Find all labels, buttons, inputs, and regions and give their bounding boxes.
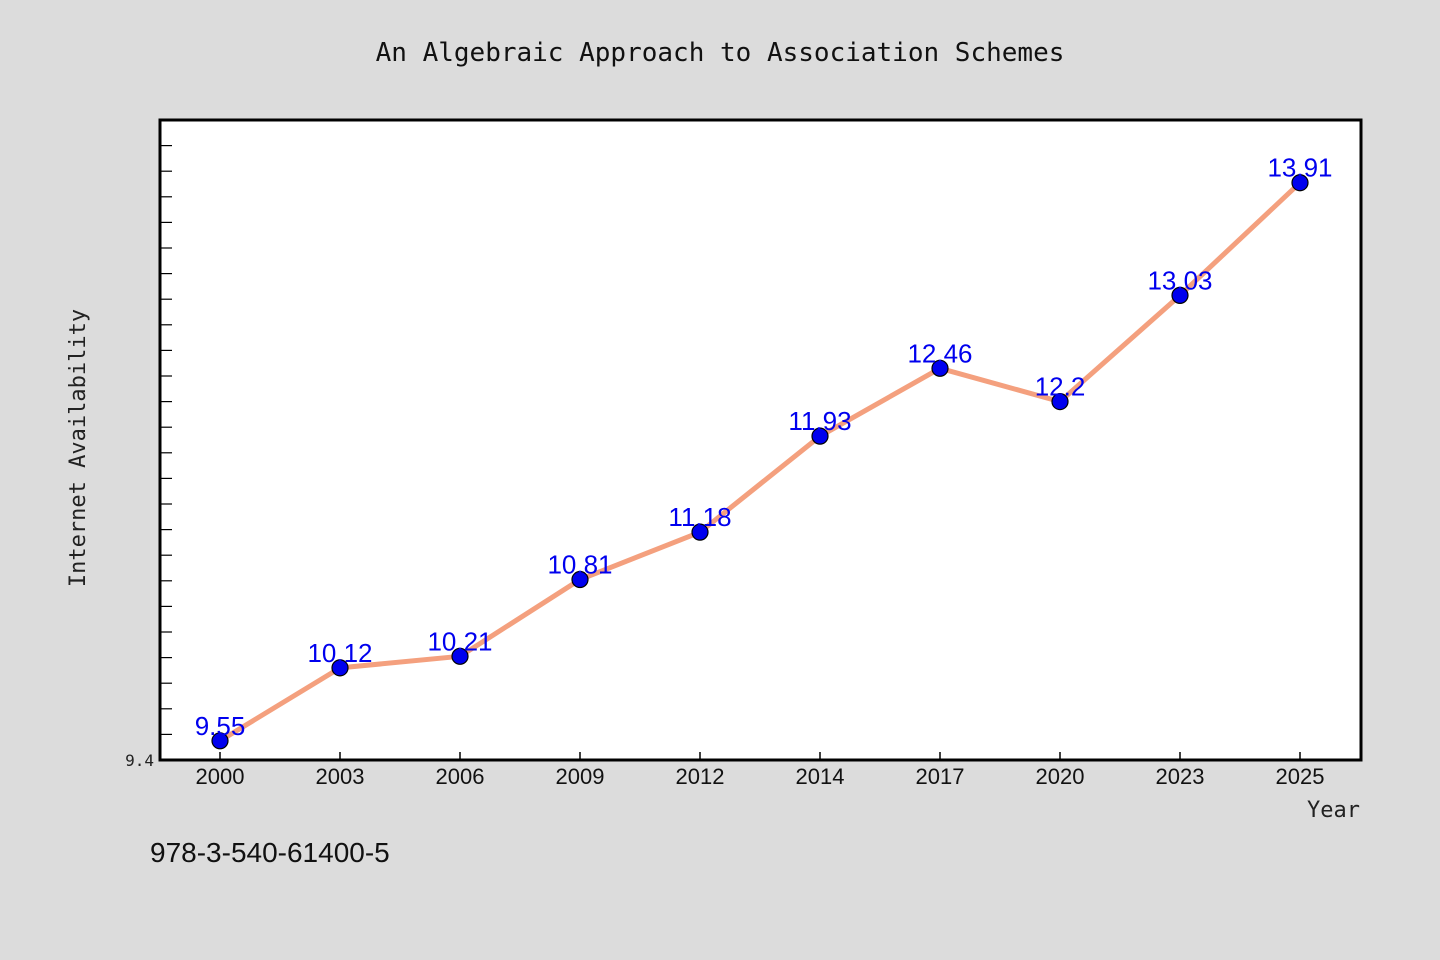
data-label: 10.81 [547, 550, 612, 580]
data-point [451, 647, 469, 665]
data-point [1291, 174, 1309, 192]
data-point [571, 570, 589, 589]
y-axis-label: Internet Availability [66, 309, 91, 587]
x-tick-labels: 2000 2003 2006 2009 2012 2014 2017 2020 2023 2025 [196, 764, 1325, 789]
x-tick-label: 2025 [1276, 764, 1325, 789]
x-tick-label: 2014 [796, 764, 845, 789]
x-ticks [219, 752, 1301, 760]
data-label: 10.12 [307, 638, 372, 668]
data-point [1051, 393, 1069, 411]
x-tick-label: 2017 [916, 764, 965, 789]
y-tick-label: 9.4 [125, 751, 154, 770]
data-point [931, 359, 949, 377]
chart-title: An Algebraic Approach to Association Sch… [376, 38, 1065, 68]
isbn-text: 978-3-540-61400-5 [150, 837, 390, 868]
data-point [211, 732, 229, 750]
x-tick-label: 2009 [556, 764, 605, 789]
data-labels: 9.55 10.12 10.21 10.81 11.18 11.93 12.46 12.2 13… [195, 153, 1333, 741]
plot-area [158, 118, 1363, 762]
data-label: 13.03 [1147, 265, 1212, 295]
x-axis-label: Year [1307, 798, 1360, 823]
data-point [1171, 286, 1189, 304]
y-minor-ticks [160, 145, 172, 736]
x-tick-label: 2023 [1156, 764, 1205, 789]
data-label: 11.93 [788, 406, 851, 436]
data-label: 11.18 [668, 502, 731, 532]
data-label: 10.21 [427, 626, 492, 656]
data-point [331, 659, 349, 677]
y-tick-labels: 9.4 [125, 751, 154, 770]
x-tick-label: 2012 [676, 764, 725, 789]
series-line [218, 180, 1302, 743]
data-label: 13.91 [1267, 153, 1332, 183]
x-tick-label: 2020 [1036, 764, 1085, 789]
x-tick-label: 2003 [316, 764, 365, 789]
x-tick-label: 2000 [196, 764, 245, 789]
data-label: 12.46 [907, 338, 972, 368]
data-point [811, 427, 829, 445]
data-label: 12.2 [1035, 372, 1086, 402]
data-point [691, 523, 709, 541]
data-markers [211, 174, 1309, 750]
data-label: 9.55 [195, 711, 246, 741]
x-tick-label: 2006 [436, 764, 485, 789]
